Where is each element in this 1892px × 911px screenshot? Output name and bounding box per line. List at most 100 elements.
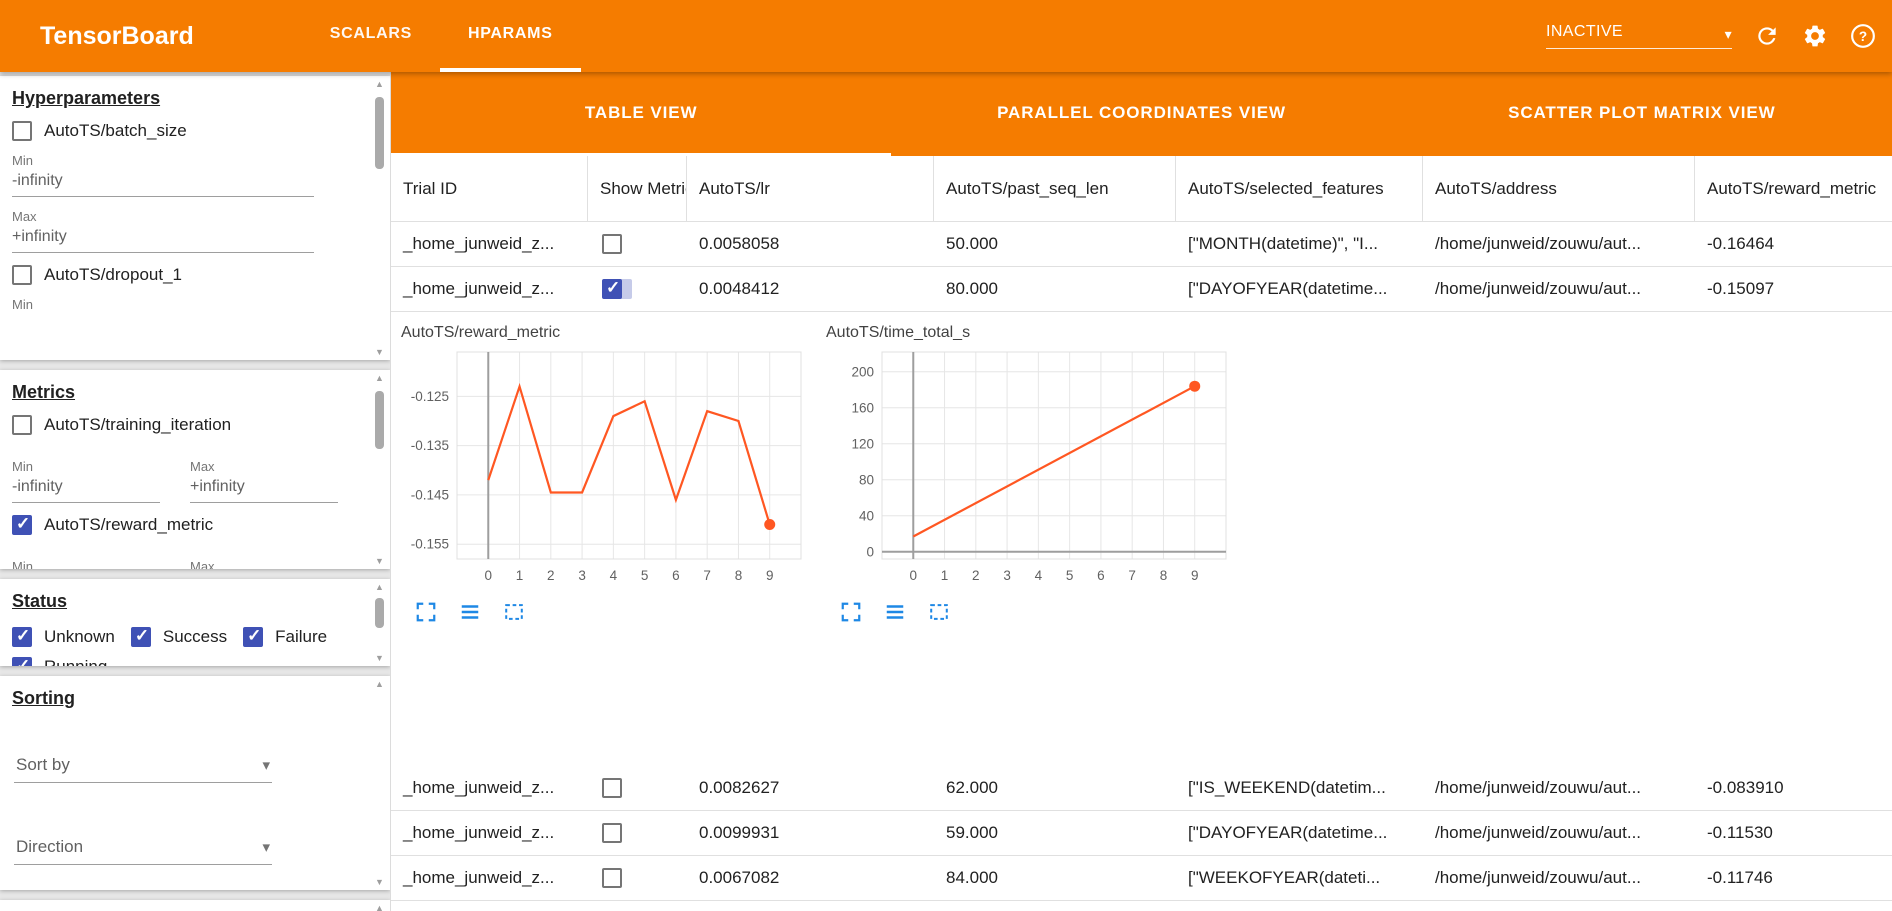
svg-text:9: 9 [1191, 568, 1199, 583]
max-input[interactable]: +infinity [190, 476, 338, 503]
scroll-up-icon[interactable]: ▲ [375, 79, 384, 89]
svg-text:-0.135: -0.135 [411, 438, 449, 453]
svg-text:4: 4 [1035, 568, 1043, 583]
table-header-row: Trial ID Show Metrics AutoTS/lr AutoTS/p… [391, 156, 1892, 222]
tab-hparams[interactable]: HPARAMS [439, 0, 581, 72]
success-checkbox[interactable] [130, 626, 151, 647]
checkbox-label: Running [44, 657, 107, 666]
reward-metric-cell: -0.11746 [1707, 868, 1773, 887]
show-metrics-checkbox[interactable] [602, 778, 622, 798]
help-icon[interactable]: ? [1850, 23, 1876, 49]
metric-row-reward-metric[interactable]: AutoTS/reward_metric [12, 514, 362, 535]
min-label: Min [12, 459, 33, 474]
metrics-heading: Metrics [12, 382, 76, 402]
scroll-up-icon[interactable]: ▲ [375, 582, 384, 592]
fullscreen-expand-icon[interactable] [840, 601, 862, 623]
past-seq-len-cell: 80.000 [946, 279, 998, 298]
running-checkbox[interactable] [12, 656, 32, 666]
past-seq-len-cell: 50.000 [946, 234, 998, 253]
dashed-selection-box-icon[interactable] [503, 601, 525, 623]
tab-scalars[interactable]: SCALARS [329, 25, 412, 42]
scrollbar-thumb[interactable] [375, 391, 384, 449]
show-metrics-checkbox[interactable] [602, 868, 622, 888]
app-title: TensorBoard [40, 21, 194, 50]
tab-parallel-coordinates-view[interactable]: PARALLEL COORDINATES VIEW [997, 102, 1286, 122]
tab-scatter-plot-matrix-view[interactable]: SCATTER PLOT MATRIX VIEW [1508, 102, 1776, 122]
paging-panel: Paging ▲ [0, 900, 390, 911]
selected-features-cell: ["DAYOFYEAR(datetime... [1188, 279, 1388, 298]
show-metrics-checkbox[interactable] [602, 823, 622, 843]
run-status-dropdown[interactable]: INACTIVE ▾ [1546, 23, 1732, 49]
status-row-running[interactable]: Running [12, 656, 107, 666]
unknown-checkbox[interactable] [12, 626, 32, 647]
min-input[interactable]: -infinity [12, 476, 160, 503]
selected-features-cell: ["DAYOFYEAR(datetime... [1188, 823, 1388, 842]
run-status-value: INACTIVE [1546, 23, 1623, 40]
scrollbar-thumb[interactable] [375, 97, 384, 169]
dashed-selection-box-icon[interactable] [928, 601, 950, 623]
show-metrics-checkbox[interactable] [602, 234, 622, 254]
scroll-up-icon[interactable]: ▲ [375, 679, 384, 689]
metric-row-training-iteration[interactable]: AutoTS/training_iteration [12, 415, 362, 435]
status-row-success[interactable]: Success [130, 626, 227, 647]
time-total-line-chart[interactable]: 0 40 80 120 160 200 0 1 2 3 4 5 6 7 8 9 [824, 346, 1234, 589]
min-label: Min [12, 297, 33, 312]
scroll-down-icon[interactable]: ▼ [375, 347, 384, 357]
svg-text:9: 9 [766, 568, 774, 583]
svg-text:1: 1 [941, 568, 949, 583]
scroll-down-icon[interactable]: ▼ [375, 877, 384, 887]
scroll-down-icon[interactable]: ▼ [375, 556, 384, 566]
sorting-panel: Sorting Sort by ▾ Direction ▾ ▲ ▼ [0, 676, 390, 890]
direction-select[interactable]: Direction ▾ [14, 833, 272, 865]
scrollbar[interactable]: ▲ ▼ [372, 582, 387, 663]
column-header-lr: AutoTS/lr [687, 156, 934, 221]
hyperparameters-heading: Hyperparameters [12, 88, 161, 108]
svg-text:-0.155: -0.155 [411, 537, 449, 552]
scrollbar[interactable]: ▲ ▼ [372, 79, 387, 357]
show-metrics-checkbox[interactable] [602, 278, 622, 299]
status-row-unknown[interactable]: Unknown [12, 626, 115, 647]
max-label: Max [12, 209, 37, 224]
max-input[interactable]: +infinity [12, 226, 314, 253]
scrollbar[interactable]: ▲ [372, 903, 387, 911]
scrollbar[interactable]: ▲ ▼ [372, 373, 387, 566]
scroll-up-icon[interactable]: ▲ [375, 373, 384, 383]
refresh-icon[interactable] [1754, 23, 1780, 49]
reward-metric-checkbox[interactable] [12, 514, 32, 535]
svg-text:40: 40 [859, 508, 874, 523]
svg-text:0: 0 [485, 568, 493, 583]
scroll-up-icon[interactable]: ▲ [375, 903, 384, 911]
hparams-sidebar: Hyperparameters AutoTS/batch_size Min -i… [0, 72, 390, 911]
horizontal-lines-icon[interactable] [459, 601, 481, 623]
min-label: Min [12, 153, 33, 168]
lr-cell: 0.0082627 [699, 778, 780, 797]
reward-metric-line-chart[interactable]: -0.125 -0.135 -0.145 -0.155 0 1 2 3 4 5 6 7 8 9 [399, 346, 809, 589]
chart-title: AutoTS/reward_metric [401, 324, 561, 341]
scroll-down-icon[interactable]: ▼ [375, 653, 384, 663]
hparam-row-dropout[interactable]: AutoTS/dropout_1 [12, 265, 362, 285]
svg-text:4: 4 [610, 568, 618, 583]
sort-by-select[interactable]: Sort by ▾ [14, 751, 272, 783]
past-seq-len-cell: 84.000 [946, 868, 998, 887]
address-cell: /home/junweid/zouwu/aut... [1435, 778, 1642, 797]
lr-cell: 0.0067082 [699, 868, 780, 887]
batch-size-checkbox[interactable] [12, 121, 32, 141]
dropout-checkbox[interactable] [12, 265, 32, 285]
settings-gear-icon[interactable] [1802, 23, 1828, 49]
svg-text:3: 3 [1003, 568, 1011, 583]
min-input[interactable]: -infinity [12, 170, 314, 197]
tab-table-view[interactable]: TABLE VIEW [391, 72, 892, 156]
min-label: Min [12, 559, 33, 569]
svg-text:160: 160 [851, 400, 874, 415]
scrollbar[interactable]: ▲ ▼ [372, 679, 387, 887]
status-row-failure[interactable]: Failure [243, 626, 327, 647]
scrollbar-thumb[interactable] [375, 598, 384, 628]
fullscreen-expand-icon[interactable] [415, 601, 437, 623]
horizontal-lines-icon[interactable] [884, 601, 906, 623]
column-header-show-metrics: Show Metrics [588, 156, 687, 221]
failure-checkbox[interactable] [243, 626, 264, 647]
status-heading: Status [12, 591, 68, 611]
training-iteration-checkbox[interactable] [12, 415, 32, 435]
selected-features-cell: ["IS_WEEKEND(datetim... [1188, 778, 1386, 797]
hparam-row-batch-size[interactable]: AutoTS/batch_size [12, 121, 362, 141]
